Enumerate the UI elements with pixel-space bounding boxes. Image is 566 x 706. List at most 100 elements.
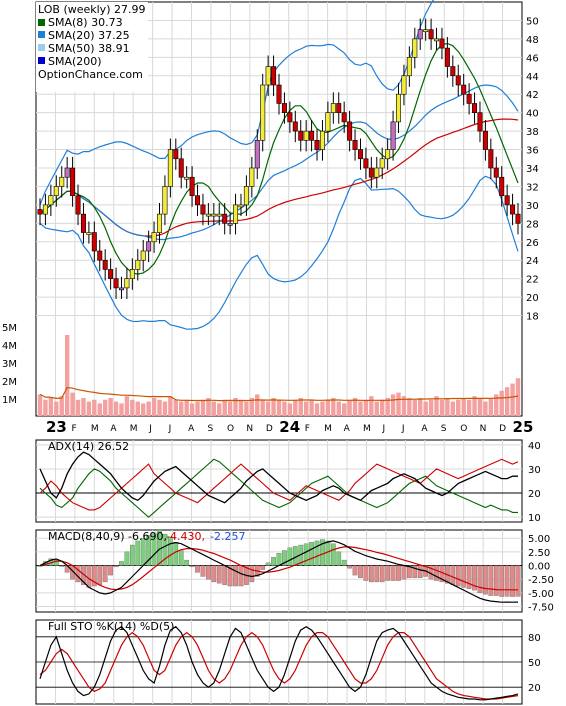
macd-histogram-bar bbox=[363, 565, 369, 581]
price-tick-label: 42 bbox=[526, 90, 539, 101]
macd-histogram-bar bbox=[341, 559, 347, 566]
candle-body bbox=[444, 47, 450, 67]
macd-histogram-bar bbox=[379, 565, 385, 583]
macd-histogram-bar bbox=[91, 565, 97, 587]
candle-body bbox=[515, 213, 521, 224]
candle-body bbox=[330, 103, 336, 113]
candle-body bbox=[325, 112, 331, 132]
candle-body bbox=[157, 213, 163, 233]
candle-body bbox=[412, 38, 418, 58]
adx-frame bbox=[35, 439, 523, 523]
macd-histogram-bar bbox=[59, 565, 65, 567]
month-label: A bbox=[344, 424, 351, 434]
macd-histogram-bar bbox=[314, 540, 320, 566]
legend-background bbox=[36, 2, 148, 92]
macd-histogram-bar bbox=[222, 565, 228, 585]
volume-bar bbox=[336, 401, 341, 416]
month-label: A bbox=[110, 424, 117, 434]
volume-tick-label: 2M bbox=[2, 377, 17, 388]
candle-body bbox=[173, 149, 179, 160]
candle-body bbox=[439, 38, 445, 49]
candle-body bbox=[146, 241, 152, 252]
macd-histogram-bar bbox=[119, 561, 124, 566]
candle-body bbox=[211, 213, 217, 217]
macd-histogram-bar bbox=[303, 543, 309, 566]
volume-bar bbox=[75, 399, 81, 416]
macd-histogram-bar bbox=[53, 559, 59, 566]
sto-d-line bbox=[39, 631, 519, 700]
macd-histogram-bar bbox=[330, 543, 336, 566]
stochastic-label: Full STO %K(14) %D(5) bbox=[48, 620, 174, 633]
volume-bar bbox=[282, 401, 287, 416]
month-label: N bbox=[246, 424, 253, 434]
month-label: F bbox=[71, 424, 76, 434]
macd-histogram-bar bbox=[483, 565, 488, 595]
volume-bar bbox=[151, 398, 157, 416]
macd-histogram-bar bbox=[336, 551, 342, 566]
price-tick-label: 26 bbox=[526, 238, 539, 249]
candle-body bbox=[281, 103, 287, 113]
volume-bar bbox=[222, 399, 227, 416]
candle-body bbox=[357, 149, 363, 160]
price-tick-label: 36 bbox=[526, 146, 539, 157]
macd-histogram-bar bbox=[81, 565, 86, 585]
month-label: S bbox=[208, 424, 214, 434]
volume-bar bbox=[504, 387, 510, 416]
volume-bar bbox=[168, 396, 173, 416]
month-label: J bbox=[148, 424, 152, 434]
candle-body bbox=[434, 38, 440, 42]
macd-histogram-bar bbox=[466, 565, 472, 589]
volume-bar bbox=[477, 398, 483, 416]
macd-value-hist: -2.257 bbox=[210, 530, 245, 543]
price-panel: 50 48 46 44 42 40 38 36 34 32 30 28 26 24 22 20 18 bbox=[35, 0, 539, 417]
macd-histogram-bar bbox=[97, 565, 103, 585]
month-label: F bbox=[305, 424, 310, 434]
candle-body bbox=[216, 213, 222, 217]
volume-bar bbox=[130, 399, 135, 416]
volume-bar bbox=[401, 396, 407, 416]
price-tick-label: 34 bbox=[526, 164, 539, 175]
candle-body bbox=[341, 112, 347, 123]
candle-body bbox=[86, 232, 92, 235]
volume-bar bbox=[347, 399, 352, 416]
macd-histogram-bar bbox=[396, 565, 401, 581]
macd-value-signal: -4.430, bbox=[166, 530, 205, 543]
volume-bar bbox=[97, 403, 102, 416]
macd-histogram-bar bbox=[189, 565, 195, 568]
candle-body bbox=[102, 259, 108, 270]
candle-body bbox=[162, 186, 168, 215]
macd-histogram-bar bbox=[504, 565, 510, 597]
volume-bar bbox=[423, 401, 428, 416]
volume-bar bbox=[466, 399, 472, 416]
volume-bar bbox=[124, 396, 130, 416]
volume-bar bbox=[59, 396, 64, 416]
stochastic-panel: 80 50 20 bbox=[35, 619, 541, 705]
candle-body bbox=[510, 204, 516, 215]
candle-body bbox=[482, 130, 488, 150]
sto-tick-label: 80 bbox=[528, 633, 541, 644]
candle-body bbox=[205, 213, 211, 217]
candle-body bbox=[319, 130, 325, 150]
volume-bar bbox=[461, 398, 466, 416]
volume-bar bbox=[309, 399, 314, 416]
candle-body bbox=[37, 209, 43, 215]
sto-tick-label: 20 bbox=[528, 683, 541, 694]
candle-body bbox=[472, 103, 478, 113]
volume-bar bbox=[211, 401, 217, 416]
macd-histogram-bar bbox=[265, 562, 271, 566]
x-axis: 23 F M A M J J A S O N D 24 F M A M J J A S O N D 25 bbox=[46, 418, 533, 436]
volume-bar bbox=[249, 398, 255, 416]
candle-body bbox=[97, 250, 103, 261]
volume-bar bbox=[195, 401, 200, 416]
macd-histogram-bar bbox=[86, 565, 92, 588]
candle-body bbox=[254, 140, 260, 169]
volume-bar bbox=[179, 401, 184, 416]
price-tick-label: 44 bbox=[526, 72, 539, 83]
volume-bar bbox=[363, 399, 369, 416]
macd-histogram-bar bbox=[211, 565, 217, 583]
macd-histogram-bar bbox=[108, 565, 113, 576]
volume-bar bbox=[445, 398, 450, 416]
volume-bar bbox=[86, 401, 92, 416]
chart-title: LOB (weekly) 27.99 bbox=[38, 3, 145, 16]
